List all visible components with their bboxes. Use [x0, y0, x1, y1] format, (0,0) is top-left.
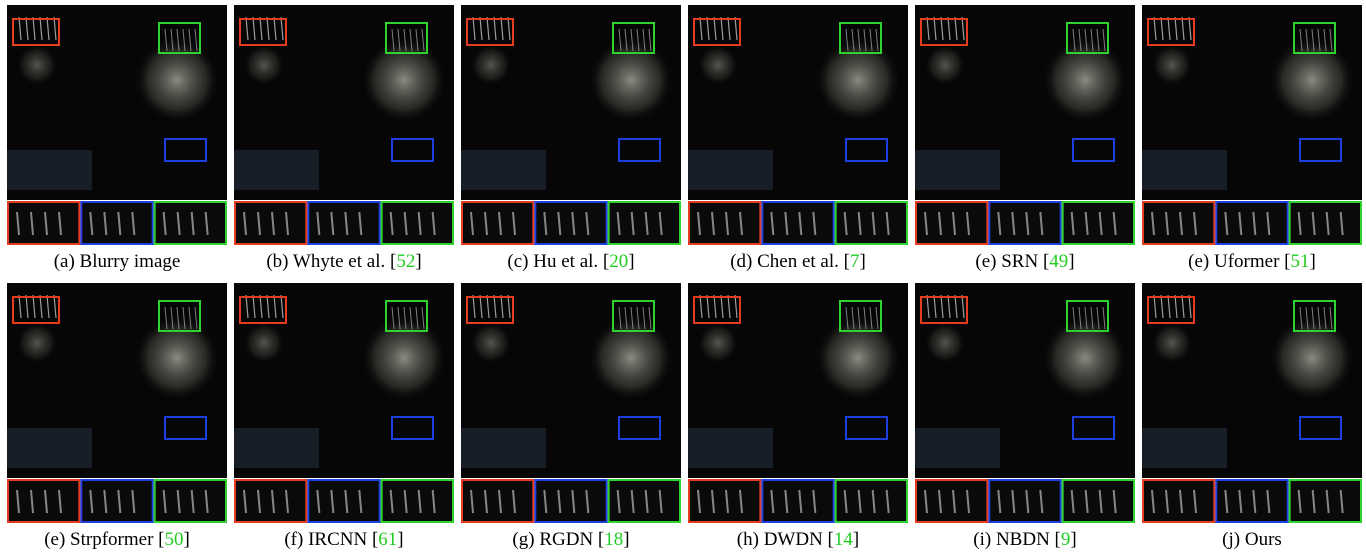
light-blob: [1152, 45, 1192, 85]
light-blob: [1270, 316, 1354, 400]
light-blob: [698, 45, 738, 85]
caption: (g) RGDN [18]: [512, 529, 629, 550]
figure: (a) Blurry image(b) Whyte et al. [52](c)…: [0, 0, 1366, 556]
plate: [461, 150, 546, 190]
panel: (e) Uformer [51]: [1142, 5, 1362, 272]
light-blob: [135, 38, 219, 122]
plate: [1142, 428, 1227, 468]
citation: 20: [609, 251, 628, 272]
light-blob: [589, 316, 673, 400]
caption: (a) Blurry image: [54, 251, 181, 272]
citation: 61: [378, 529, 397, 550]
plate: [461, 428, 546, 468]
caption: (h) DWDN [14]: [737, 529, 859, 550]
citation-bracket: ]: [859, 251, 865, 272]
panel: (e) SRN [49]: [915, 5, 1135, 272]
light-blob: [816, 316, 900, 400]
citation-bracket: ]: [853, 529, 859, 550]
light-blob: [471, 323, 511, 363]
plate: [1142, 150, 1227, 190]
citation: 51: [1291, 251, 1310, 272]
plate: [234, 150, 319, 190]
light-blob: [362, 316, 446, 400]
light-blob: [1043, 316, 1127, 400]
caption: (d) Chen et al. [7]: [730, 251, 866, 272]
citation-bracket: ]: [1310, 251, 1316, 272]
caption-text: (h) DWDN [: [737, 529, 834, 550]
caption-text: (j) Ours: [1222, 529, 1282, 550]
citation-bracket: ]: [397, 529, 403, 550]
caption-text: (d) Chen et al. [: [730, 251, 850, 272]
light-blob: [362, 38, 446, 122]
light-blob: [471, 45, 511, 85]
caption-text: (a) Blurry image: [54, 251, 181, 272]
panel: (i) NBDN [9]: [915, 283, 1135, 550]
citation-bracket: ]: [1068, 251, 1074, 272]
citation: 18: [604, 529, 623, 550]
plate: [7, 150, 92, 190]
plate: [915, 428, 1000, 468]
caption-text: (c) Hu et al. [: [507, 251, 609, 272]
caption-text: (e) SRN [: [975, 251, 1049, 272]
caption: (i) NBDN [9]: [973, 529, 1076, 550]
light-blob: [1043, 38, 1127, 122]
citation-bracket: ]: [623, 529, 629, 550]
light-blob: [1270, 38, 1354, 122]
light-blob: [17, 45, 57, 85]
caption: (e) SRN [49]: [975, 251, 1074, 272]
citation-bracket: ]: [1070, 529, 1076, 550]
panel: (c) Hu et al. [20]: [461, 5, 681, 272]
panel: (g) RGDN [18]: [461, 283, 681, 550]
light-blob: [816, 38, 900, 122]
caption: (e) Uformer [51]: [1188, 251, 1316, 272]
caption-text: (i) NBDN [: [973, 529, 1061, 550]
caption-text: (e) Uformer [: [1188, 251, 1290, 272]
plate: [688, 150, 773, 190]
citation: 52: [396, 251, 415, 272]
caption-text: (e) Strpformer [: [44, 529, 164, 550]
citation-bracket: ]: [183, 529, 189, 550]
plate: [915, 150, 1000, 190]
caption-text: (f) IRCNN [: [284, 529, 378, 550]
light-blob: [244, 323, 284, 363]
citation-bracket: ]: [628, 251, 634, 272]
caption: (e) Strpformer [50]: [44, 529, 190, 550]
caption-text: (b) Whyte et al. [: [266, 251, 396, 272]
light-blob: [925, 45, 965, 85]
panel: (d) Chen et al. [7]: [688, 5, 908, 272]
plate: [7, 428, 92, 468]
caption: (f) IRCNN [61]: [284, 529, 403, 550]
citation-bracket: ]: [415, 251, 421, 272]
citation: 7: [850, 251, 860, 272]
plate: [234, 428, 319, 468]
caption: (c) Hu et al. [20]: [507, 251, 634, 272]
caption-text: (g) RGDN [: [512, 529, 604, 550]
panel: (j) Ours: [1142, 283, 1362, 550]
caption: (b) Whyte et al. [52]: [266, 251, 421, 272]
citation: 50: [164, 529, 183, 550]
citation: 14: [834, 529, 854, 550]
light-blob: [1152, 323, 1192, 363]
citation: 49: [1049, 251, 1068, 272]
citation: 9: [1061, 529, 1071, 550]
panel: (f) IRCNN [61]: [234, 283, 454, 550]
panel: (e) Strpformer [50]: [7, 283, 227, 550]
light-blob: [698, 323, 738, 363]
panel: (b) Whyte et al. [52]: [234, 5, 454, 272]
light-blob: [17, 323, 57, 363]
plate: [688, 428, 773, 468]
panel: (h) DWDN [14]: [688, 283, 908, 550]
light-blob: [244, 45, 284, 85]
light-blob: [135, 316, 219, 400]
light-blob: [925, 323, 965, 363]
caption: (j) Ours: [1222, 529, 1282, 550]
light-blob: [589, 38, 673, 122]
panel: (a) Blurry image: [7, 5, 227, 272]
